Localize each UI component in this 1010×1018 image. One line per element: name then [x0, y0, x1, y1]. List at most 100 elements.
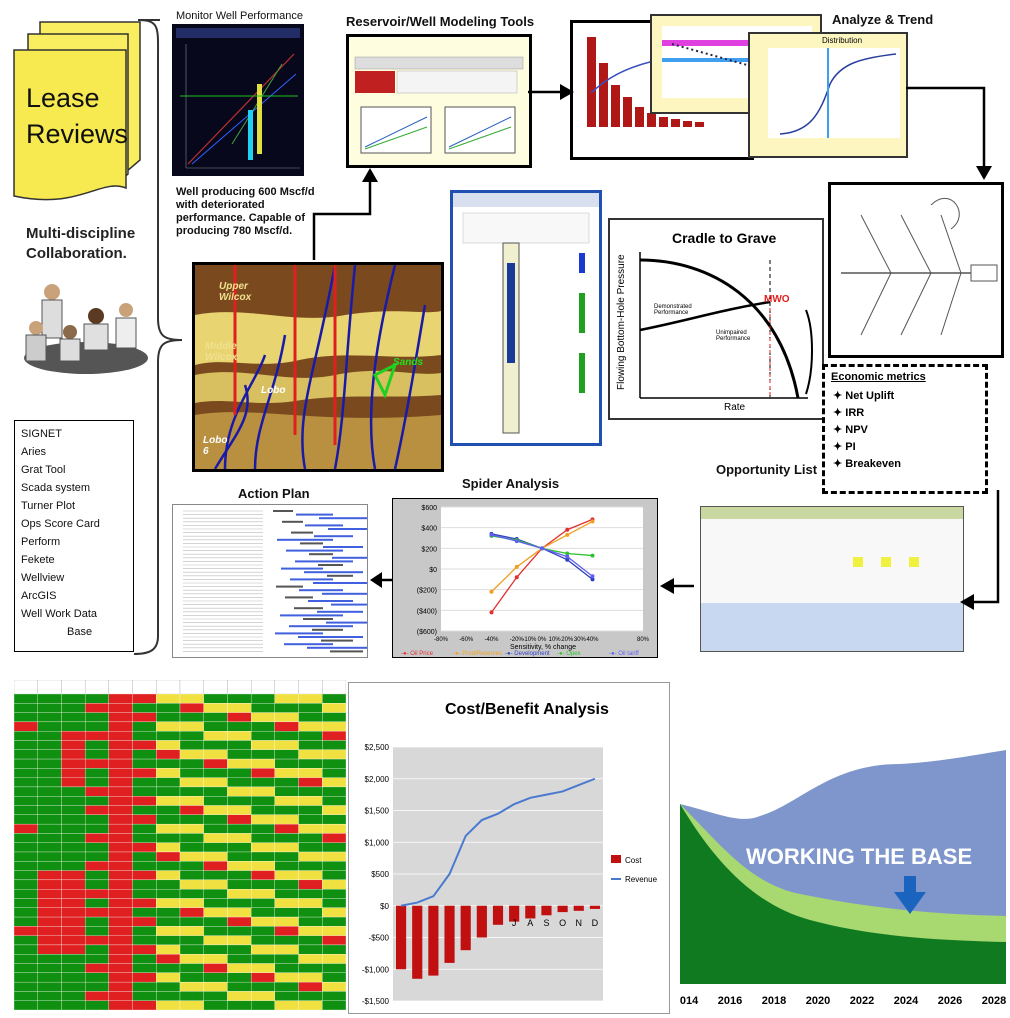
grid-cell: [14, 991, 38, 1001]
grid-cell: [179, 814, 204, 825]
grid-cell: [37, 954, 62, 964]
gantt-bar: [295, 560, 353, 563]
grid-cell: [322, 814, 346, 825]
grid-cell: [250, 749, 276, 760]
grid-cell: [298, 777, 323, 788]
grid-cell: [179, 731, 204, 741]
grid-cell: [108, 703, 133, 713]
grid-header-cell: [37, 680, 62, 695]
grid-cell: [298, 944, 323, 955]
grid-cell: [250, 693, 276, 704]
grid-cell: [156, 851, 181, 862]
grid-cell: [156, 768, 181, 778]
gantt-bar: [308, 600, 353, 602]
grid-cell: [84, 712, 110, 723]
grid-cell: [61, 898, 86, 908]
spider-point: [489, 610, 494, 615]
spider-point: [590, 519, 595, 524]
grid-cell: [84, 954, 110, 964]
lobo-6-label: Lobo 6: [203, 435, 228, 457]
grid-cell: [84, 805, 110, 815]
grid-cell: [37, 842, 62, 853]
gantt-bar: [319, 517, 373, 520]
grid-cell: [84, 749, 110, 760]
grid-cell: [298, 833, 323, 843]
grid-cell: [227, 981, 252, 992]
grid-cell: [14, 935, 38, 946]
cost-month-label: O: [559, 918, 566, 928]
spider-point: [565, 527, 570, 532]
grid-header-cell: [250, 680, 276, 695]
grid-cell: [250, 786, 276, 797]
cost-ytick: $1,500: [365, 807, 390, 816]
spider-point: [489, 589, 494, 594]
grid-cell: [322, 851, 346, 862]
grid-header-cell: [84, 680, 110, 695]
grid-cell: [298, 972, 323, 983]
grid-cell: [84, 944, 110, 955]
grid-cell: [132, 972, 157, 983]
grid-cell: [108, 944, 133, 955]
grid-cell: [14, 972, 38, 983]
gantt-bar: [321, 639, 353, 642]
grid-cell: [132, 851, 157, 862]
grid-cell: [298, 954, 323, 964]
grid-header-cell: [274, 680, 299, 695]
grid-cell: [227, 954, 252, 964]
grid-cell: [37, 693, 62, 704]
gantt-bar: [323, 546, 363, 548]
grid-cell: [14, 749, 38, 760]
grid-cell: [84, 842, 110, 853]
geology-cross-section: Upper Wilcox Middle Wilcox Lobo Lobo 6 Sand…: [192, 262, 444, 472]
grid-cell: [298, 814, 323, 825]
grid-cell: [179, 926, 204, 936]
grid-cell: [203, 768, 228, 778]
cost-ytick: -$500: [369, 934, 390, 943]
grid-cell: [84, 740, 110, 750]
grid-cell: [227, 870, 252, 881]
spider-ytick: $400: [421, 526, 437, 533]
grid-cell: [37, 823, 62, 834]
grid-cell: [227, 731, 252, 741]
grid-cell: [84, 768, 110, 778]
grid-cell: [132, 823, 157, 834]
grid-cell: [108, 721, 133, 732]
gantt-bar: [304, 571, 363, 574]
grid-cell: [274, 796, 299, 806]
gantt-bar: [327, 574, 353, 577]
grid-cell: [132, 1000, 157, 1010]
cost-month-label: S: [543, 918, 549, 928]
grid-cell: [156, 991, 181, 1001]
grid-cell: [274, 777, 299, 788]
grid-cell: [37, 907, 62, 918]
grid-cell: [298, 898, 323, 908]
grid-cell: [132, 833, 157, 843]
grid-cell: [84, 889, 110, 899]
grid-cell: [108, 954, 133, 964]
grid-cell: [37, 796, 62, 806]
grid-cell: [37, 749, 62, 760]
cost-legend-label: Cost: [625, 856, 642, 865]
grid-cell: [274, 935, 299, 946]
gantt-bar: [298, 636, 363, 638]
grid-cell: [132, 991, 157, 1001]
grid-cell: [322, 870, 346, 881]
base-xtick: 2016: [718, 995, 742, 1007]
cost-month-label: A: [527, 918, 533, 928]
grid-cell: [227, 898, 252, 908]
grid-cell: [156, 935, 181, 946]
grid-cell: [203, 954, 228, 964]
grid-cell: [61, 935, 86, 946]
grid-cell: [274, 842, 299, 853]
grid-cell: [156, 861, 181, 871]
grid-cell: [156, 814, 181, 825]
lease-reviews-label: Lease Reviews: [26, 83, 129, 149]
grid-cell: [14, 740, 38, 750]
cost-bar: [396, 905, 407, 970]
down-arrow-icon: [904, 876, 916, 894]
grid-cell: [61, 870, 86, 881]
grid-cell: [322, 777, 346, 788]
grid-cell: [61, 703, 86, 713]
grid-cell: [14, 879, 38, 890]
grid-cell: [322, 981, 346, 992]
